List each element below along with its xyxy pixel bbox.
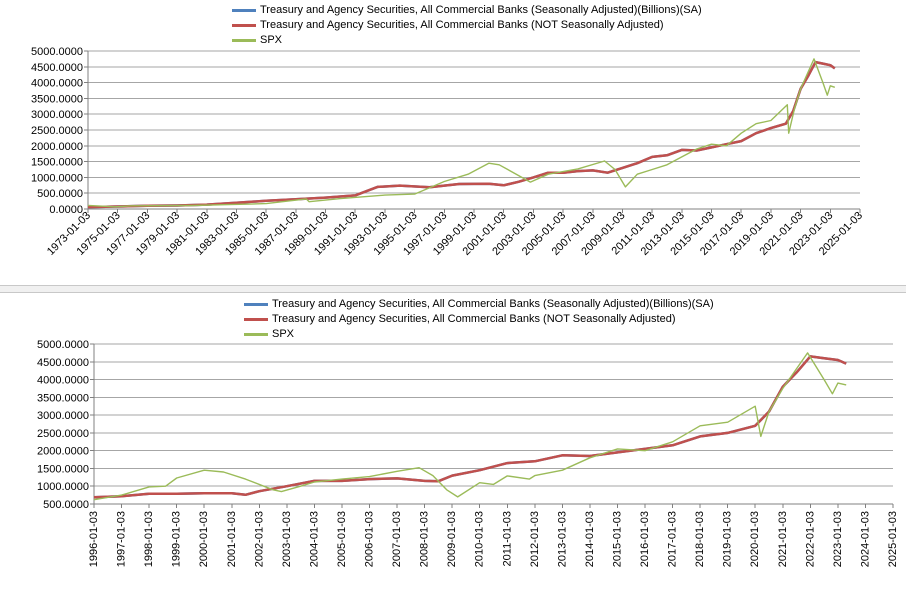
legend-swatch <box>244 318 268 321</box>
chart-plot: 5000.0000 4500.0000 4000.0000 3500.0000 3000… <box>37 339 899 567</box>
x-tick-label: 2001-01-03 <box>226 511 238 567</box>
y-tick-label: 4000.0000 <box>37 375 89 387</box>
x-tick-label: 2007-01-03 <box>391 511 403 567</box>
x-tick-label: 2000-01-03 <box>198 511 210 567</box>
y-tick-label: 5000.0000 <box>37 339 89 351</box>
legend-label: SPX <box>272 328 295 340</box>
y-tick-label: 1000.0000 <box>31 172 83 184</box>
x-tick-label: 2011-01-03 <box>501 511 513 566</box>
y-tick-label: 2000.0000 <box>31 141 83 153</box>
gridlines <box>94 343 893 505</box>
x-tick-label: 2024-01-03 <box>859 511 871 567</box>
x-tick-label: 1996-01-03 <box>88 511 100 567</box>
legend-swatch <box>244 303 268 306</box>
y-tick-label: 4000.0000 <box>31 78 83 90</box>
x-tick-label: 2022-01-03 <box>804 511 816 567</box>
y-tick-label: 3500.0000 <box>31 93 83 105</box>
x-tick-label: 2017-01-03 <box>667 511 679 567</box>
x-tick-label: 2015-01-03 <box>611 511 623 567</box>
y-tick-label: 0.0000 <box>49 204 83 216</box>
legend-label: Treasury and Agency Securities, All Comm… <box>272 298 714 310</box>
x-tick-label: 2005-01-03 <box>336 511 348 567</box>
x-tick-label: 2014-01-03 <box>584 511 596 567</box>
x-tick-label: 2023-01-03 <box>832 511 844 567</box>
x-tick-label: 1997-01-03 <box>116 511 128 567</box>
legend-swatch <box>232 24 256 27</box>
y-tick-label: 2500.0000 <box>37 428 89 440</box>
series-line-nsa <box>93 355 847 499</box>
legend: Treasury and Agency Securities, All Comm… <box>232 3 702 48</box>
x-tick-label: 2006-01-03 <box>364 511 376 567</box>
y-tick-label: 1000.0000 <box>37 481 89 493</box>
y-tick-label: 3000.0000 <box>37 410 89 422</box>
legend-swatch <box>244 333 268 336</box>
legend-item: Treasury and Agency Securities, All Comm… <box>232 18 702 33</box>
y-tick-label: 3500.0000 <box>37 392 89 404</box>
legend-label: SPX <box>260 34 283 46</box>
legend-item: Treasury and Agency Securities, All Comm… <box>244 312 714 327</box>
y-tick-label: 500.0000 <box>37 188 83 200</box>
series-line-sa <box>87 60 836 209</box>
legend-item: Treasury and Agency Securities, All Comm… <box>244 297 714 312</box>
series-line-sa <box>93 355 847 499</box>
chart-panel-top: Treasury and Agency Securities, All Comm… <box>0 0 906 285</box>
legend-label: Treasury and Agency Securities, All Comm… <box>260 4 702 16</box>
chart-panel-bottom: Treasury and Agency Securities, All Comm… <box>0 293 906 585</box>
x-tick-label: 2009-01-03 <box>446 511 458 567</box>
legend-label: Treasury and Agency Securities, All Comm… <box>260 19 664 31</box>
y-tick-label: 3000.0000 <box>31 109 83 121</box>
x-tick-label: 2021-01-03 <box>777 511 789 567</box>
legend-item: SPX <box>244 327 714 342</box>
x-tick-label: 2008-01-03 <box>419 511 431 567</box>
x-tick-label: 2020-01-03 <box>749 511 761 567</box>
x-tick-label: 2010-01-03 <box>474 511 486 567</box>
x-tick-label: 2019-01-03 <box>722 511 734 567</box>
series-line-nsa <box>87 60 836 209</box>
y-tick-label: 2000.0000 <box>37 446 89 458</box>
series-line-spx <box>93 352 847 501</box>
legend-item: SPX <box>232 33 702 48</box>
x-tick-label: 2025-01-03 <box>887 511 899 567</box>
series-line-spx <box>87 58 836 208</box>
x-tick-label: 2002-01-03 <box>253 511 265 567</box>
legend-item: Treasury and Agency Securities, All Comm… <box>232 3 702 18</box>
x-tick-label: 2012-01-03 <box>529 511 541 567</box>
gridlines <box>88 50 860 210</box>
legend-label: Treasury and Agency Securities, All Comm… <box>272 313 676 325</box>
legend-swatch <box>232 9 256 12</box>
x-tick-label: 2003-01-03 <box>281 511 293 567</box>
x-tick-label: 2004-01-03 <box>308 511 320 567</box>
y-tick-label: 5000.0000 <box>31 46 83 58</box>
y-tick-label: 1500.0000 <box>37 463 89 475</box>
x-tick-label: 2013-01-03 <box>556 511 568 567</box>
legend-swatch <box>232 39 256 42</box>
legend: Treasury and Agency Securities, All Comm… <box>244 297 714 342</box>
y-tick-label: 1500.0000 <box>31 157 83 169</box>
x-tick-label: 2018-01-03 <box>694 511 706 567</box>
y-tick-label: 500.0000 <box>43 499 89 511</box>
y-tick-label: 2500.0000 <box>31 125 83 137</box>
panel-divider[interactable] <box>0 285 906 293</box>
x-tick-label: 2016-01-03 <box>639 511 651 567</box>
chart-plot: 5000.0000 4500.0000 4000.0000 3500.0000 3000… <box>31 46 865 258</box>
y-tick-label: 4500.0000 <box>31 62 83 74</box>
x-tick-label: 1998-01-03 <box>143 511 155 567</box>
y-tick-label: 4500.0000 <box>37 357 89 369</box>
x-tick-label: 1999-01-03 <box>171 511 183 567</box>
